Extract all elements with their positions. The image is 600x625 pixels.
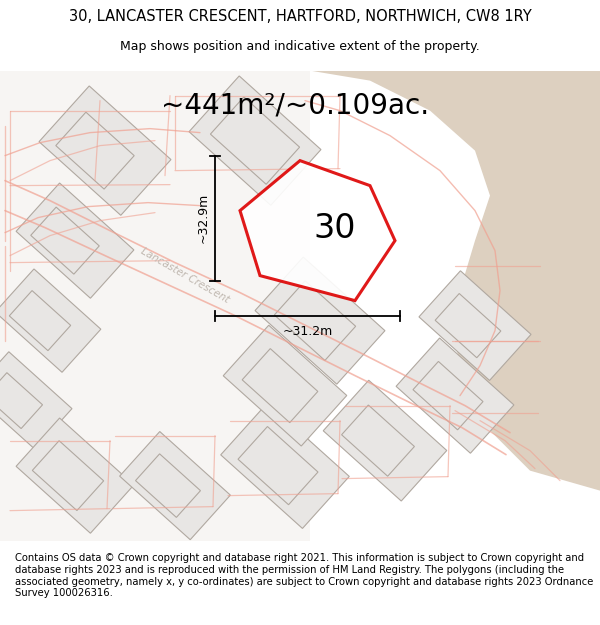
- Polygon shape: [396, 338, 514, 453]
- Polygon shape: [323, 380, 447, 501]
- Polygon shape: [39, 86, 171, 215]
- Polygon shape: [255, 257, 385, 384]
- Polygon shape: [274, 281, 356, 361]
- Polygon shape: [211, 97, 299, 184]
- Polygon shape: [16, 418, 134, 533]
- Polygon shape: [56, 112, 134, 189]
- Text: 30: 30: [314, 213, 356, 246]
- Text: ~32.9m: ~32.9m: [197, 193, 209, 243]
- Polygon shape: [31, 207, 99, 274]
- Polygon shape: [119, 431, 230, 540]
- Text: 30, LANCASTER CRESCENT, HARTFORD, NORTHWICH, CW8 1RY: 30, LANCASTER CRESCENT, HARTFORD, NORTHW…: [68, 9, 532, 24]
- Polygon shape: [310, 71, 600, 491]
- Polygon shape: [238, 426, 318, 505]
- Polygon shape: [32, 441, 104, 511]
- Polygon shape: [0, 352, 72, 449]
- Polygon shape: [223, 325, 347, 446]
- Polygon shape: [0, 71, 310, 541]
- Text: ~31.2m: ~31.2m: [283, 325, 332, 338]
- Text: Map shows position and indicative extent of the property.: Map shows position and indicative extent…: [120, 40, 480, 53]
- Polygon shape: [221, 403, 349, 528]
- Polygon shape: [242, 349, 318, 423]
- Polygon shape: [413, 361, 483, 430]
- Text: ~441m²/~0.109ac.: ~441m²/~0.109ac.: [161, 92, 429, 119]
- Text: Lancaster Crescent: Lancaster Crescent: [139, 246, 231, 305]
- Polygon shape: [435, 294, 501, 358]
- Text: Contains OS data © Crown copyright and database right 2021. This information is : Contains OS data © Crown copyright and d…: [15, 554, 593, 598]
- Polygon shape: [16, 183, 134, 298]
- Polygon shape: [0, 269, 101, 372]
- Polygon shape: [341, 405, 415, 476]
- Polygon shape: [240, 161, 395, 301]
- Polygon shape: [0, 372, 43, 429]
- Polygon shape: [10, 291, 71, 351]
- Polygon shape: [419, 271, 531, 381]
- Polygon shape: [189, 76, 321, 205]
- Polygon shape: [136, 454, 200, 518]
